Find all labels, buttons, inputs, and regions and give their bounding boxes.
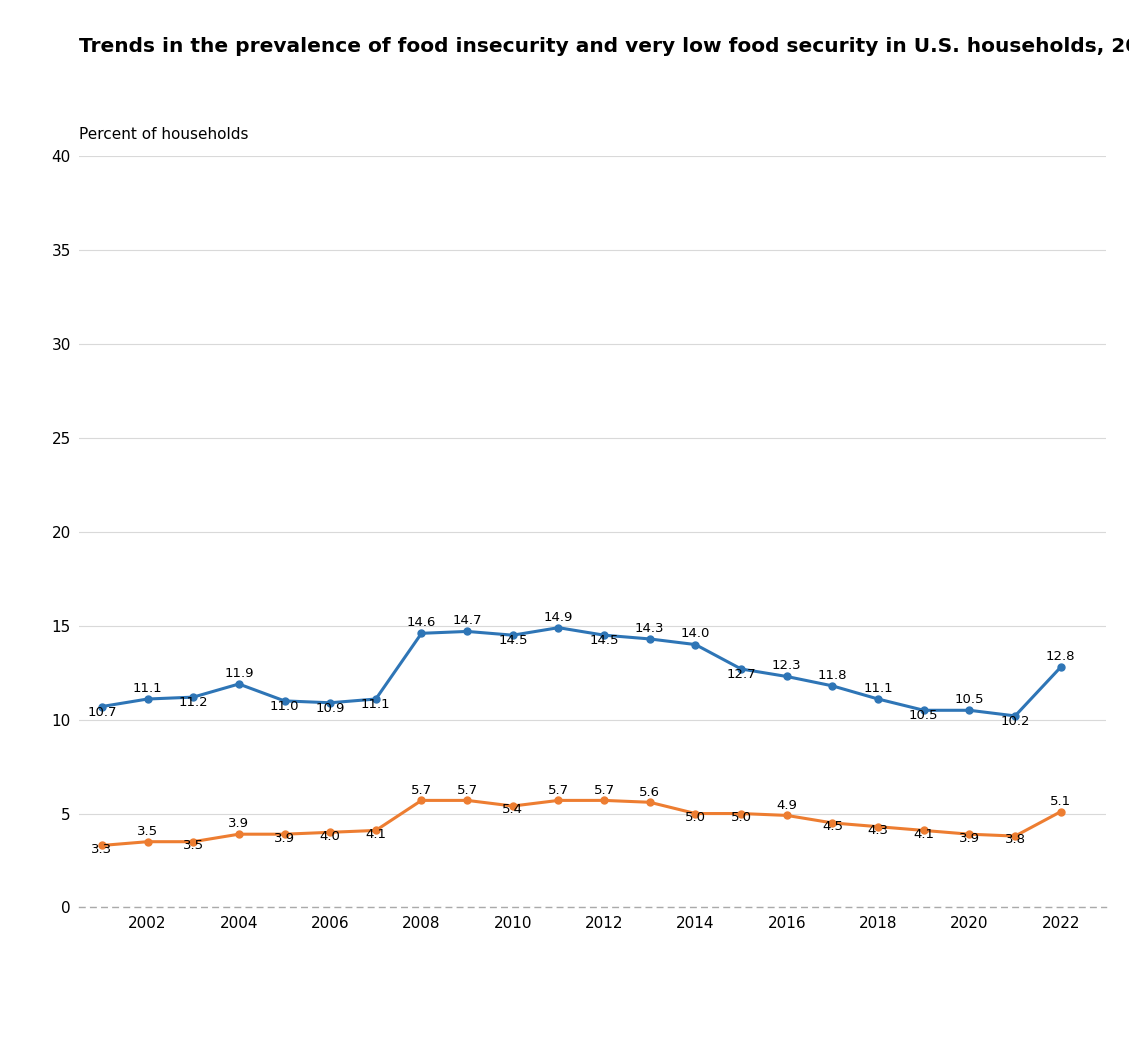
Text: 11.1: 11.1 bbox=[864, 682, 893, 695]
Text: 4.9: 4.9 bbox=[777, 799, 797, 811]
Text: 14.0: 14.0 bbox=[681, 628, 710, 640]
Text: 3.5: 3.5 bbox=[183, 839, 203, 852]
Text: 4.1: 4.1 bbox=[913, 828, 935, 841]
Text: Percent of households: Percent of households bbox=[79, 127, 248, 142]
Text: 14.7: 14.7 bbox=[453, 614, 482, 627]
Text: 11.1: 11.1 bbox=[133, 682, 163, 695]
Text: 10.9: 10.9 bbox=[315, 702, 344, 715]
Text: 11.8: 11.8 bbox=[817, 669, 847, 682]
Text: 10.2: 10.2 bbox=[1000, 715, 1030, 728]
Text: Trends in the prevalence of food insecurity and very low food security in U.S. h: Trends in the prevalence of food insecur… bbox=[79, 37, 1129, 55]
Text: 14.3: 14.3 bbox=[634, 622, 665, 635]
Text: 3.9: 3.9 bbox=[274, 831, 295, 845]
Text: 5.0: 5.0 bbox=[730, 810, 752, 824]
Text: 14.5: 14.5 bbox=[498, 634, 527, 648]
Text: 11.0: 11.0 bbox=[270, 700, 299, 713]
Text: 4.5: 4.5 bbox=[822, 820, 843, 833]
Text: 10.5: 10.5 bbox=[909, 709, 938, 723]
Text: 10.5: 10.5 bbox=[955, 694, 984, 706]
Text: 14.6: 14.6 bbox=[406, 616, 436, 629]
Text: 12.3: 12.3 bbox=[772, 659, 802, 673]
Text: 14.5: 14.5 bbox=[589, 634, 619, 648]
Text: 3.9: 3.9 bbox=[959, 831, 980, 845]
Text: 5.4: 5.4 bbox=[502, 803, 524, 817]
Text: 14.9: 14.9 bbox=[544, 610, 574, 624]
Text: 3.9: 3.9 bbox=[228, 818, 250, 830]
Text: 5.7: 5.7 bbox=[411, 783, 432, 797]
Text: 3.8: 3.8 bbox=[1005, 833, 1025, 847]
Text: 12.7: 12.7 bbox=[726, 669, 756, 681]
Text: 5.7: 5.7 bbox=[548, 783, 569, 797]
Text: 3.5: 3.5 bbox=[137, 825, 158, 838]
Text: 5.0: 5.0 bbox=[685, 810, 706, 824]
Text: 12.8: 12.8 bbox=[1045, 650, 1076, 663]
Text: 5.7: 5.7 bbox=[456, 783, 478, 797]
Text: 5.6: 5.6 bbox=[639, 785, 660, 799]
Text: 11.9: 11.9 bbox=[224, 666, 254, 680]
Text: 10.7: 10.7 bbox=[87, 706, 116, 719]
Text: 5.7: 5.7 bbox=[594, 783, 614, 797]
Text: 3.3: 3.3 bbox=[91, 843, 113, 855]
Text: 11.1: 11.1 bbox=[361, 698, 391, 711]
Text: 11.2: 11.2 bbox=[178, 697, 208, 709]
Text: 4.3: 4.3 bbox=[867, 824, 889, 836]
Text: 5.1: 5.1 bbox=[1050, 795, 1071, 808]
Text: 4.1: 4.1 bbox=[366, 828, 386, 841]
Text: 4.0: 4.0 bbox=[320, 829, 341, 843]
